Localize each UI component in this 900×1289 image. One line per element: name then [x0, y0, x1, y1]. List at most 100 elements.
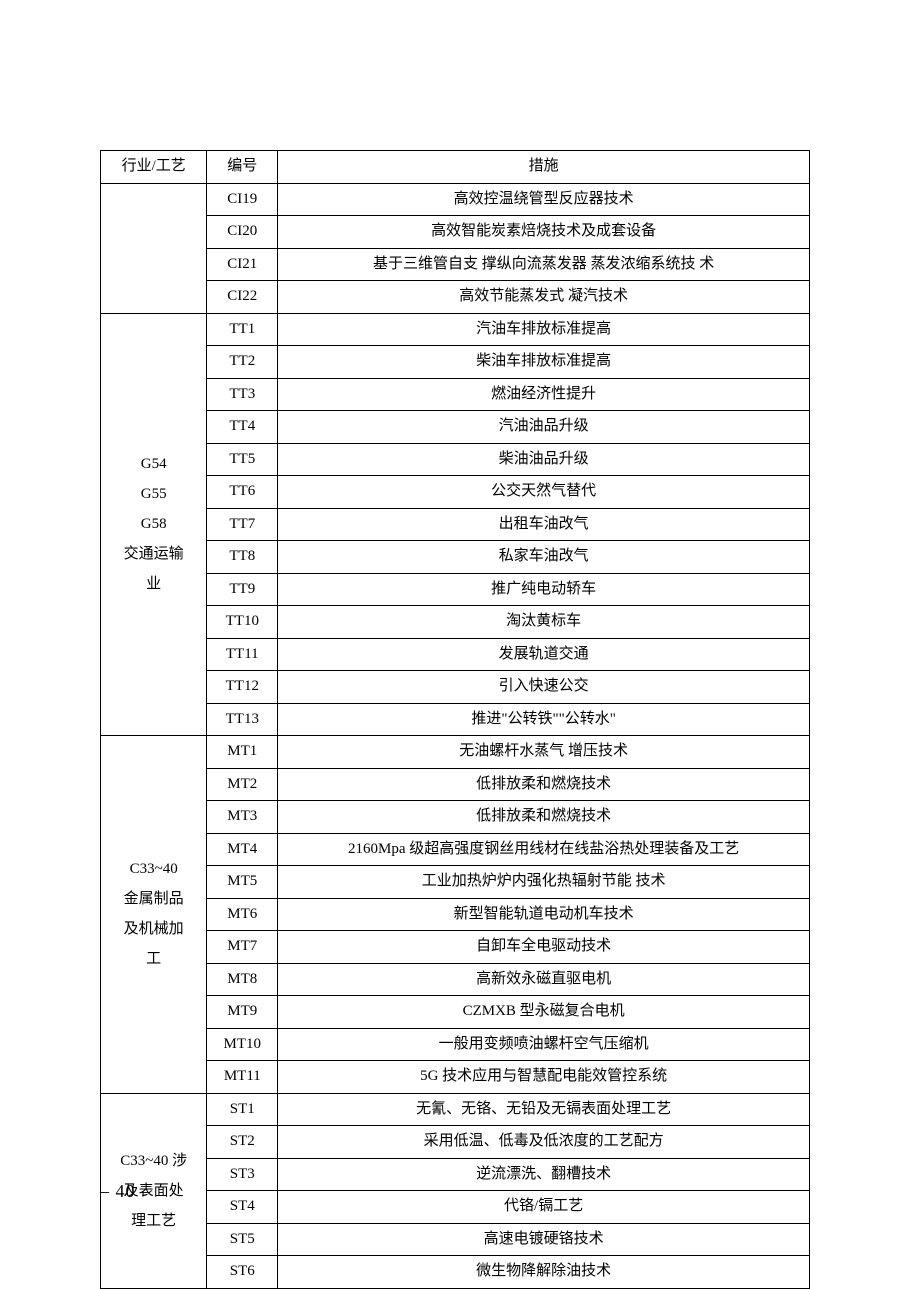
header-measure: 措施	[278, 151, 810, 184]
table-row: MT7自卸车全电驱动技术	[101, 931, 810, 964]
code-cell: TT4	[207, 411, 278, 444]
measure-cell: 淘汰黄标车	[278, 606, 810, 639]
measure-cell: 低排放柔和燃烧技术	[278, 801, 810, 834]
code-cell: TT1	[207, 313, 278, 346]
code-cell: MT9	[207, 996, 278, 1029]
measure-cell: 推进"公转铁""公转水"	[278, 703, 810, 736]
code-cell: MT8	[207, 963, 278, 996]
table-row: MT10一般用变频喷油螺杆空气压缩机	[101, 1028, 810, 1061]
table-row: MT115G 技术应用与智慧配电能效管控系统	[101, 1061, 810, 1094]
table-row: ST4代铬/镉工艺	[101, 1191, 810, 1224]
measure-cell: 汽油油品升级	[278, 411, 810, 444]
table-row: MT9CZMXB 型永磁复合电机	[101, 996, 810, 1029]
industry-cell	[101, 183, 207, 313]
industry-cell: C33~40金属制品及机械加工	[101, 736, 207, 1094]
code-cell: CI20	[207, 216, 278, 249]
measure-cell: 高速电镀硬铬技术	[278, 1223, 810, 1256]
table-row: MT6新型智能轨道电动机车技术	[101, 898, 810, 931]
code-cell: MT10	[207, 1028, 278, 1061]
table-row: TT11发展轨道交通	[101, 638, 810, 671]
measure-cell: 自卸车全电驱动技术	[278, 931, 810, 964]
table-body: 行业/工艺编号措施CI19高效控温绕管型反应器技术CI20高效智能炭素焙烧技术及…	[101, 151, 810, 1289]
code-cell: MT5	[207, 866, 278, 899]
table-row: ST2采用低温、低毒及低浓度的工艺配方	[101, 1126, 810, 1159]
measure-cell: 私家车油改气	[278, 541, 810, 574]
table-row: TT13推进"公转铁""公转水"	[101, 703, 810, 736]
table-row: MT3低排放柔和燃烧技术	[101, 801, 810, 834]
table-row: TT10淘汰黄标车	[101, 606, 810, 639]
table-row: TT7出租车油改气	[101, 508, 810, 541]
code-cell: TT3	[207, 378, 278, 411]
measure-cell: 低排放柔和燃烧技术	[278, 768, 810, 801]
table-row: CI21基于三维管自支 撑纵向流蒸发器 蒸发浓缩系统技 术	[101, 248, 810, 281]
code-cell: CI19	[207, 183, 278, 216]
table-row: C33~40 涉及表面处理工艺ST1无氰、无铬、无铅及无镉表面处理工艺	[101, 1093, 810, 1126]
measure-cell: 汽油车排放标准提高	[278, 313, 810, 346]
code-cell: MT1	[207, 736, 278, 769]
code-cell: MT2	[207, 768, 278, 801]
table-row: CI22高效节能蒸发式 凝汽技术	[101, 281, 810, 314]
table-row: C33~40金属制品及机械加工MT1无油螺杆水蒸气 增压技术	[101, 736, 810, 769]
table-row: MT5工业加热炉炉内强化热辐射节能 技术	[101, 866, 810, 899]
code-cell: MT4	[207, 833, 278, 866]
measure-cell: 发展轨道交通	[278, 638, 810, 671]
code-cell: TT11	[207, 638, 278, 671]
code-cell: TT12	[207, 671, 278, 704]
table-row: ST3逆流漂洗、翻槽技术	[101, 1158, 810, 1191]
measure-cell: 出租车油改气	[278, 508, 810, 541]
table-row: TT3燃油经济性提升	[101, 378, 810, 411]
code-cell: TT2	[207, 346, 278, 379]
measure-cell: 高效节能蒸发式 凝汽技术	[278, 281, 810, 314]
measure-cell: 柴油车排放标准提高	[278, 346, 810, 379]
measure-cell: 工业加热炉炉内强化热辐射节能 技术	[278, 866, 810, 899]
table-header-row: 行业/工艺编号措施	[101, 151, 810, 184]
table-row: CI20高效智能炭素焙烧技术及成套设备	[101, 216, 810, 249]
measure-cell: 高效控温绕管型反应器技术	[278, 183, 810, 216]
measure-cell: 一般用变频喷油螺杆空气压缩机	[278, 1028, 810, 1061]
measure-cell: 基于三维管自支 撑纵向流蒸发器 蒸发浓缩系统技 术	[278, 248, 810, 281]
table-row: ST5高速电镀硬铬技术	[101, 1223, 810, 1256]
measure-cell: 无油螺杆水蒸气 增压技术	[278, 736, 810, 769]
measure-cell: 2160Mpa 级超高强度钢丝用线材在线盐浴热处理装备及工艺	[278, 833, 810, 866]
table-row: CI19高效控温绕管型反应器技术	[101, 183, 810, 216]
table-row: TT6公交天然气替代	[101, 476, 810, 509]
measure-cell: 柴油油品升级	[278, 443, 810, 476]
table-row: MT42160Mpa 级超高强度钢丝用线材在线盐浴热处理装备及工艺	[101, 833, 810, 866]
code-cell: CI22	[207, 281, 278, 314]
code-cell: ST3	[207, 1158, 278, 1191]
table-row: G54G55G58交通运输业TT1汽油车排放标准提高	[101, 313, 810, 346]
measure-cell: 5G 技术应用与智慧配电能效管控系统	[278, 1061, 810, 1094]
code-cell: ST1	[207, 1093, 278, 1126]
measure-cell: 代铬/镉工艺	[278, 1191, 810, 1224]
code-cell: TT9	[207, 573, 278, 606]
industry-cell: G54G55G58交通运输业	[101, 313, 207, 736]
table-row: TT9推广纯电动轿车	[101, 573, 810, 606]
measure-cell: 无氰、无铬、无铅及无镉表面处理工艺	[278, 1093, 810, 1126]
table-row: TT5柴油油品升级	[101, 443, 810, 476]
code-cell: MT7	[207, 931, 278, 964]
code-cell: TT7	[207, 508, 278, 541]
code-cell: TT5	[207, 443, 278, 476]
code-cell: ST4	[207, 1191, 278, 1224]
measure-cell: 采用低温、低毒及低浓度的工艺配方	[278, 1126, 810, 1159]
code-cell: MT6	[207, 898, 278, 931]
measure-cell: 高效智能炭素焙烧技术及成套设备	[278, 216, 810, 249]
code-cell: TT6	[207, 476, 278, 509]
measure-cell: 推广纯电动轿车	[278, 573, 810, 606]
table-row: MT8高新效永磁直驱电机	[101, 963, 810, 996]
table-row: TT8私家车油改气	[101, 541, 810, 574]
code-cell: TT13	[207, 703, 278, 736]
table-row: TT4汽油油品升级	[101, 411, 810, 444]
table-row: TT2柴油车排放标准提高	[101, 346, 810, 379]
code-cell: ST2	[207, 1126, 278, 1159]
measure-cell: 新型智能轨道电动机车技术	[278, 898, 810, 931]
page-number: – 40 –	[100, 1181, 151, 1202]
measure-cell: 燃油经济性提升	[278, 378, 810, 411]
header-industry: 行业/工艺	[101, 151, 207, 184]
code-cell: MT3	[207, 801, 278, 834]
measure-cell: CZMXB 型永磁复合电机	[278, 996, 810, 1029]
measures-table: 行业/工艺编号措施CI19高效控温绕管型反应器技术CI20高效智能炭素焙烧技术及…	[100, 150, 810, 1289]
header-code: 编号	[207, 151, 278, 184]
measure-cell: 高新效永磁直驱电机	[278, 963, 810, 996]
measure-cell: 引入快速公交	[278, 671, 810, 704]
